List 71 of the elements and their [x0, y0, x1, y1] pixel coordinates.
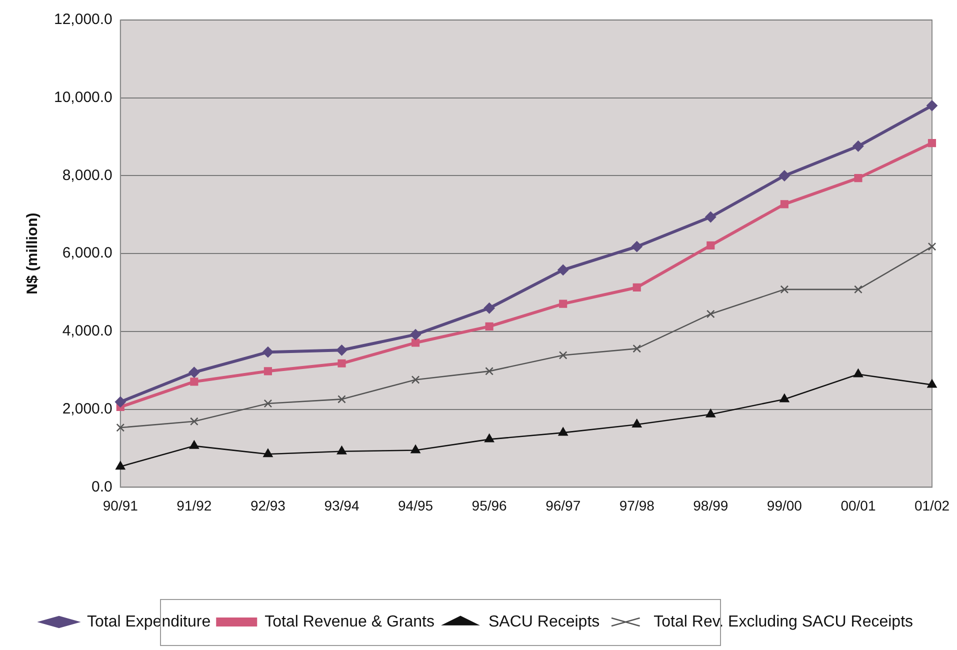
point [854, 174, 862, 182]
point [264, 399, 272, 408]
y-tick-label: 10,000.0 [54, 89, 112, 106]
point [485, 366, 494, 376]
point [336, 446, 347, 454]
point [852, 140, 864, 152]
y-tick-label: 2,000.0 [62, 400, 112, 418]
point [338, 395, 346, 404]
point [706, 408, 716, 418]
point [780, 285, 789, 294]
x-tick-label: 96/97 [546, 497, 581, 514]
x-tick-label: 93/94 [324, 497, 360, 514]
point [410, 329, 422, 340]
point [558, 427, 568, 436]
y-tick-label: 6,000.0 [62, 244, 112, 262]
y-tick-label: 8,000.0 [62, 166, 112, 184]
point [410, 444, 420, 454]
x-tick-label: 99/00 [766, 497, 802, 514]
point [484, 302, 495, 314]
point [116, 461, 126, 470]
x-tick-label: 97/98 [619, 497, 655, 514]
point [190, 378, 198, 386]
x-tick-label: 91/92 [176, 497, 212, 514]
point [188, 366, 200, 378]
point [632, 283, 641, 292]
y-tick-label: 12,000.0 [54, 11, 112, 28]
x-tick-label: 98/99 [693, 497, 728, 514]
point [484, 434, 494, 442]
point [190, 417, 198, 426]
point [189, 440, 199, 449]
point [485, 322, 494, 330]
point [632, 419, 642, 428]
point [114, 396, 126, 408]
x-tick-label: 01/02 [914, 497, 950, 514]
x-tick-label: 92/93 [250, 497, 286, 514]
point [558, 351, 568, 360]
y-tick-label: 4,000.0 [62, 322, 112, 340]
legend-label: Total Revenue & Grants [264, 613, 434, 630]
x-tick-label: 94/95 [398, 497, 434, 514]
point [411, 376, 420, 384]
y-axis-title: N$ (million) [24, 212, 42, 294]
point [706, 241, 715, 250]
point [262, 346, 274, 358]
point [411, 338, 420, 347]
point [928, 242, 936, 251]
point [338, 359, 346, 368]
point [780, 200, 788, 208]
point [927, 379, 937, 388]
point [631, 241, 642, 252]
legend-label: Total Expenditure [86, 613, 211, 630]
point [928, 138, 936, 148]
point [706, 310, 715, 318]
legend-label: Total Rev. Excluding SACU Receipts [654, 613, 914, 630]
x-tick-label: 95/96 [472, 497, 508, 514]
x-tick-label: 00/01 [840, 497, 876, 514]
point [854, 285, 862, 294]
y-tick-label: 0.0 [92, 478, 112, 496]
point [559, 300, 568, 308]
point [336, 344, 348, 356]
point [926, 100, 938, 112]
point [632, 344, 642, 353]
x-tick-label: 90/91 [102, 497, 138, 514]
point [558, 264, 569, 276]
point [780, 394, 790, 402]
point [853, 368, 864, 378]
legend-label: SACU Receipts [488, 613, 600, 630]
point [263, 448, 273, 458]
point [264, 367, 272, 376]
point [778, 170, 790, 182]
point [116, 423, 125, 432]
point [705, 212, 716, 223]
